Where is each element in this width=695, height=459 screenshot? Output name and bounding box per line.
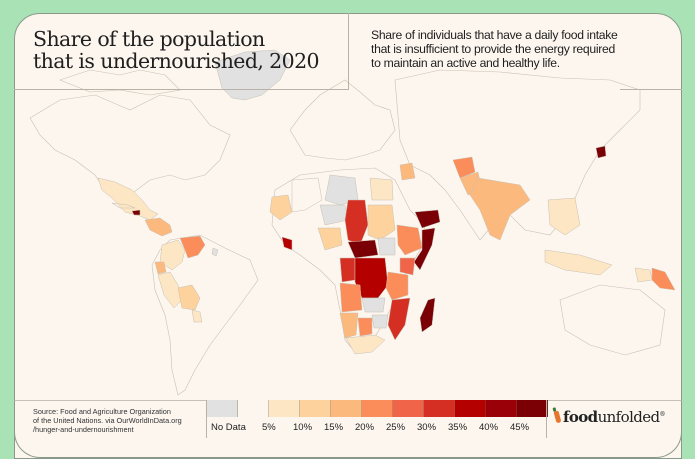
region-south-africa	[345, 334, 386, 355]
legend-swatch	[393, 400, 424, 417]
cuba-outline	[111, 202, 136, 209]
region-nigeria	[317, 227, 343, 251]
legend-swatch	[486, 400, 517, 417]
legend-swatch	[300, 400, 331, 417]
region-southeast-asia	[547, 197, 581, 236]
legend-label: 5%	[262, 422, 276, 433]
color-legend: No Data 5% 10% 15% 20% 25% 30% 35% 40% 45%	[206, 400, 548, 438]
region-central-america	[144, 217, 173, 237]
carrot-icon	[553, 410, 562, 424]
region-yemen	[414, 209, 441, 229]
legend-swatch	[455, 400, 486, 417]
legend-label: 40%	[479, 422, 499, 433]
divider-line	[620, 89, 682, 90]
legend-item: 45%	[486, 400, 529, 438]
region-india	[469, 177, 531, 241]
legend-label: 20%	[355, 422, 375, 433]
region-haiti	[131, 209, 141, 216]
region-south-sudan	[377, 237, 396, 256]
region-ethiopia	[396, 224, 423, 256]
south-america-outline	[151, 234, 259, 396]
region-chad	[344, 199, 369, 246]
legend-item: 10%	[269, 400, 312, 438]
region-mauritania	[269, 194, 293, 221]
foodunfolded-logo: foodunfolded®	[553, 408, 666, 426]
legend-swatch	[238, 400, 269, 417]
region-zimbabwe	[371, 314, 389, 329]
region-greenland	[214, 49, 291, 101]
region-namibia	[339, 312, 359, 339]
region-mexico	[97, 177, 159, 221]
region-somalia	[413, 227, 436, 271]
region-indonesia	[544, 249, 613, 276]
legend-item: 40%	[455, 400, 498, 438]
subtitle: Share of individuals that have a daily f…	[371, 28, 618, 70]
australia-outline	[559, 284, 666, 356]
region-png	[651, 267, 676, 291]
region-zambia	[361, 297, 386, 313]
legend-item: 5%	[238, 400, 276, 438]
region-angola	[339, 282, 363, 313]
legend-item: 25%	[362, 400, 405, 438]
region-paraguay	[191, 309, 203, 323]
region-afghanistan	[452, 156, 476, 179]
legend-swatch	[331, 400, 362, 417]
legend-swatch	[517, 400, 548, 417]
north-america-outline	[29, 94, 231, 201]
region-iraq	[399, 162, 416, 181]
region-congo	[339, 257, 356, 283]
legend-item: 20%	[331, 400, 374, 438]
legend-swatch	[362, 400, 393, 417]
legend-item: No Data	[207, 400, 246, 438]
region-liberia	[281, 236, 293, 251]
region-mozambique	[387, 297, 411, 341]
region-png-west	[634, 267, 653, 283]
region-north-korea	[595, 145, 607, 159]
legend-label: No Data	[211, 422, 246, 433]
legend-label: 35%	[448, 422, 468, 433]
region-bolivia	[177, 284, 201, 311]
region-madagascar	[419, 297, 436, 333]
legend-item	[517, 400, 548, 438]
legend-item: 35%	[424, 400, 467, 438]
region-venezuela	[179, 235, 206, 259]
region-ecuador	[154, 261, 167, 275]
region-car	[347, 239, 379, 259]
legend-label: 25%	[386, 422, 406, 433]
region-algeria	[291, 177, 323, 213]
region-egypt	[369, 177, 394, 201]
region-tanzania	[385, 271, 409, 301]
legend-label: 15%	[324, 422, 344, 433]
legend-item: 15%	[300, 400, 343, 438]
region-botswana	[357, 317, 373, 337]
region-french-guiana	[211, 247, 219, 257]
region-kenya	[399, 257, 416, 276]
title-panel	[14, 13, 349, 90]
legend-label: 10%	[293, 422, 313, 433]
europe-outline	[289, 79, 396, 161]
legend-divider	[546, 400, 547, 438]
legend-label: 45%	[510, 422, 530, 433]
region-niger	[319, 204, 349, 226]
canada-arctic-outline	[59, 69, 181, 96]
legend-item: 30%	[393, 400, 436, 438]
region-sudan	[367, 204, 396, 241]
source-note: Source: Food and Agriculture Organizatio…	[33, 407, 182, 434]
legend-label: 30%	[417, 422, 437, 433]
page-title: Share of the population that is undernou…	[33, 27, 320, 73]
legend-swatch	[269, 400, 300, 417]
legend-swatch	[207, 400, 238, 417]
legend-swatch	[424, 400, 455, 417]
